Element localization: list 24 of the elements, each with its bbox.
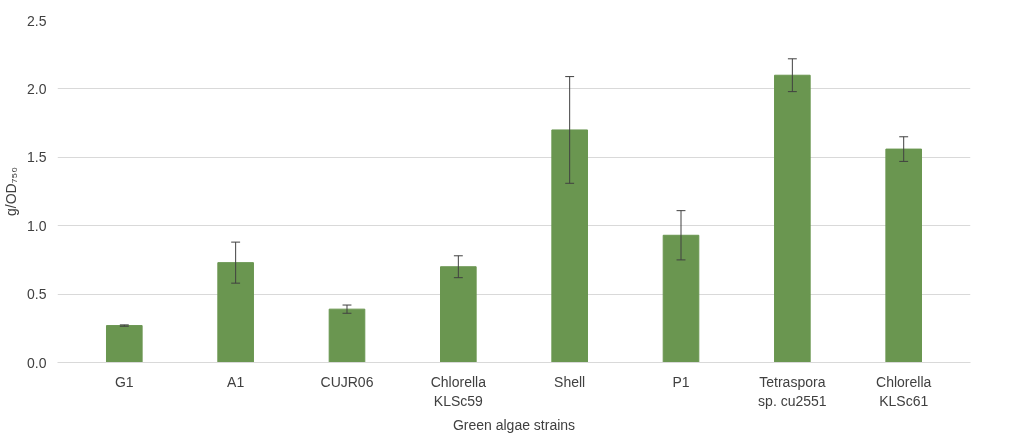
y-tick-label: 0.0 (27, 354, 47, 371)
x-tick-label: P1 (672, 373, 690, 390)
x-tick-label: Shell (554, 373, 586, 390)
x-tick-label: CUJR06 (320, 373, 374, 390)
bar (328, 308, 366, 363)
bar (774, 74, 811, 363)
x-axis-title: Green algae strains (452, 416, 576, 433)
y-tick-label: 1.0 (27, 217, 47, 234)
bar (551, 129, 588, 363)
bar (217, 262, 254, 363)
x-tick-label: Tetraspora sp. cu2551 (758, 373, 827, 409)
bar (105, 325, 143, 363)
y-axis-title: g/OD₇₅₀ (3, 166, 20, 216)
x-tick-label: Chlorella KLSc59 (430, 373, 487, 409)
y-tick-label: 2.5 (27, 12, 47, 29)
x-tick-label: A1 (227, 373, 245, 390)
y-tick-label: 0.5 (27, 286, 47, 303)
x-tick-label: Chlorella KLSc61 (876, 373, 932, 409)
bar (662, 234, 700, 363)
y-tick-label: 2.0 (27, 80, 47, 97)
x-tick-label: G1 (114, 373, 134, 390)
bar (885, 148, 923, 363)
y-tick-label: 1.5 (27, 149, 47, 166)
bar (440, 266, 477, 363)
